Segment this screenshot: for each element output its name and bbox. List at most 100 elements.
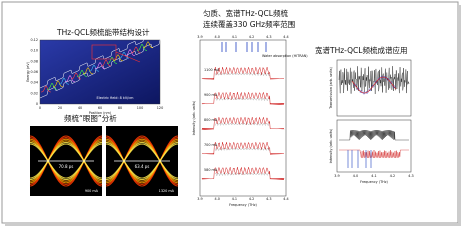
eye-width: 63.4 ps	[135, 164, 150, 169]
y-tick-label: 0.06	[30, 70, 38, 74]
x-tick-label: 100	[137, 106, 143, 110]
level	[94, 62, 106, 69]
spectrum-trace	[201, 141, 285, 156]
trace-label: 800 mA	[204, 118, 218, 122]
x-tick-label: 4.4	[283, 35, 288, 39]
marker	[356, 87, 360, 91]
y-axis-label: Energy (eV)	[26, 61, 30, 82]
x-axis-label: Frequency (THz)	[360, 180, 388, 184]
spectra: 3.9 4.0 4.1 4.2 4.3 4.4 3.9 4.0 4.1 4.2 4.3 4.4 1100…	[197, 35, 288, 201]
x-tick-label: 4.3	[408, 174, 413, 178]
marker	[353, 83, 357, 87]
level	[118, 51, 130, 59]
marker	[392, 85, 396, 89]
x-tick-label: 80	[118, 106, 122, 110]
level	[76, 70, 88, 77]
level	[82, 67, 94, 75]
level	[52, 80, 64, 88]
x-tick-label: 4.0	[214, 197, 219, 201]
panel-title: 匀质、宽谱THz-QCL频梳	[203, 8, 288, 18]
x-axis-label: Position (nm)	[89, 111, 112, 115]
spectrum-trace	[201, 166, 285, 181]
x-tick-label: 3.9	[334, 174, 339, 178]
x-tick-label: 4.0	[214, 35, 219, 39]
trace-label: 700 mA	[204, 143, 218, 147]
fit	[351, 76, 397, 94]
eye-trace	[105, 143, 179, 179]
level	[142, 41, 154, 49]
trace-label: 580 mA	[204, 168, 218, 172]
y-tick-label: 0.10	[30, 49, 38, 53]
band-lines	[39, 29, 161, 99]
spectrum-trace	[201, 91, 285, 106]
y-tick-label: 0	[36, 102, 38, 106]
y-axis-label: Intensity (arb. units)	[192, 100, 196, 135]
level	[70, 72, 82, 80]
shadow	[5, 223, 461, 226]
eye-trace	[105, 143, 179, 179]
marker	[377, 77, 381, 81]
level	[130, 46, 142, 54]
application-curves: 3.9 4.0 4.1 4.2 4.3	[334, 66, 414, 178]
y-tick-label: 0.02	[30, 91, 38, 95]
band-edge	[39, 29, 161, 89]
level	[112, 54, 124, 62]
x-tick-label: 4.2	[390, 174, 395, 178]
x-tick-label: 3.9	[197, 35, 202, 39]
level	[58, 77, 70, 85]
y-tick-label: 0.12	[30, 38, 38, 42]
shadow	[458, 5, 461, 225]
intensity-plot	[336, 119, 412, 173]
spectrum-trace	[214, 97, 271, 102]
x-tick-label: 4.0	[353, 174, 358, 178]
panel-title: 频梳“眼图”分析	[64, 113, 117, 123]
trace-label: 1100 mA	[204, 68, 220, 72]
level	[40, 85, 52, 93]
arrow	[115, 51, 141, 63]
x-tick-label: 3.9	[197, 197, 202, 201]
y-axis-label: Intensity (arb. units)	[329, 128, 333, 163]
x-tick-label: 4.1	[232, 197, 237, 201]
x-axis-label: Frequency (THz)	[229, 203, 257, 207]
transmission-trace	[338, 66, 410, 94]
y-axis-label: Transmission (arb. units)	[329, 66, 333, 109]
marker	[368, 88, 372, 92]
x-tick-label: 4.3	[266, 35, 271, 39]
level	[136, 44, 148, 51]
x-tick-label: 40	[78, 106, 82, 110]
marker	[371, 84, 375, 88]
x-tick-label: 4.1	[232, 35, 237, 39]
x-tick-label: 4.3	[266, 197, 271, 201]
annotation: Water absorption (HITRAN)	[262, 54, 308, 58]
x-tick-label: 4.2	[249, 197, 254, 201]
marker	[386, 78, 390, 81]
eye-trace	[29, 143, 103, 179]
y-tick-label: 0.04	[30, 81, 38, 85]
marker	[359, 90, 363, 94]
eye-current: 900 mA	[85, 189, 99, 193]
spectrum-trace	[214, 147, 271, 152]
level	[124, 49, 136, 56]
spectrum-trace	[214, 122, 271, 127]
eye-diagrams: 70.8 ps 900 mA 63.4 ps 1320 mA	[29, 126, 179, 196]
panel-title: THz-QCL频梳能带结构设计	[56, 27, 150, 37]
eye-trace	[29, 143, 103, 179]
intensity-trace	[339, 129, 409, 141]
x-tick-label: 20	[58, 106, 62, 110]
x-tick-label: 4.4	[283, 197, 288, 201]
band-plot	[39, 39, 161, 105]
panel-title: 宽谱THz-QCL频梳成谱应用	[315, 45, 407, 55]
x-tick-label: 4.2	[249, 35, 254, 39]
level	[100, 59, 112, 67]
slide: THz-QCL频梳能带结构设计 Energy (eV) Position (nm…	[1, 1, 461, 226]
marker	[365, 90, 369, 94]
y-tick-label: 0.08	[30, 59, 38, 63]
spectrum-trace	[201, 116, 285, 131]
x-tick-label: 0	[39, 106, 41, 110]
level	[106, 57, 118, 64]
level	[46, 83, 58, 90]
x-tick-label: 4.1	[371, 174, 376, 178]
eye-current: 1320 mA	[159, 189, 175, 193]
spectrum-trace	[214, 72, 271, 77]
x-tick-label: 120	[157, 106, 163, 110]
